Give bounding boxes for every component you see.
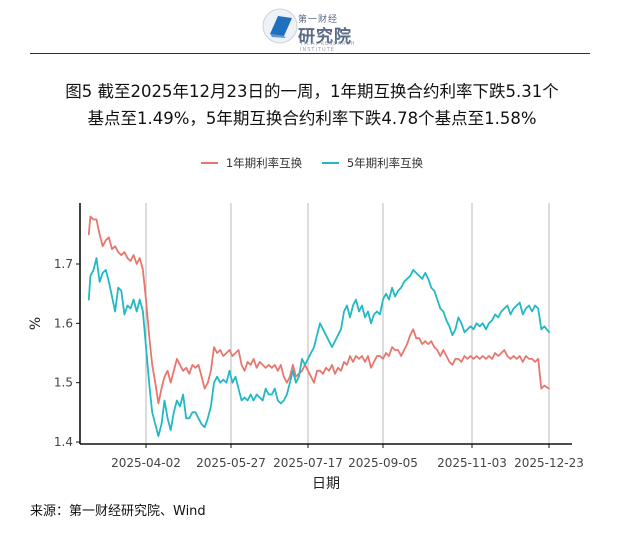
legend-item-1y: 1年期利率互换 [200, 155, 303, 171]
x-tick-label-3: 2025-09-05 [348, 456, 418, 470]
legend-label-1y: 1年期利率互换 [225, 156, 303, 170]
logo-book-icon [262, 8, 298, 44]
chart-title-line2: 基点至1.49%，5年期互换合约利率下跌4.78个基点至1.58% [87, 109, 537, 128]
legend-swatch-1y [200, 162, 218, 164]
legend-label-5y: 5年期利率互换 [346, 156, 424, 170]
header-divider [30, 53, 590, 54]
series-line-1y [87, 215, 550, 405]
x-tick-label-1: 2025-05-27 [196, 456, 266, 470]
logo-text-brand: 第一财经 [298, 15, 339, 25]
x-axis-title: 日期 [312, 476, 340, 492]
legend-swatch-5y [321, 162, 339, 164]
logo: 第一财经 研究院 YICAI RESEARCH INSTITUTE [262, 6, 358, 53]
y-tick-label-2: 1.6 [54, 316, 73, 330]
logo-text-english: YICAI RESEARCH INSTITUTE [300, 41, 356, 53]
chart-title: 图5 截至2025年12月23日的一周，1年期互换合约利率下跌5.31个 基点至… [0, 78, 624, 132]
x-tick-label-5: 2025-12-23 [514, 456, 584, 470]
logo-text-institute: 研究院 [298, 27, 352, 47]
y-tick-label-1: 1.5 [54, 376, 73, 390]
series-line-5y [87, 257, 550, 438]
chart-legend: 1年期利率互换 5年期利率互换 [0, 153, 624, 171]
x-tick-label-4: 2025-11-03 [437, 456, 507, 470]
source-note: 来源：第一财经研究院、Wind [30, 504, 206, 519]
x-tick-label-2: 2025-07-17 [273, 456, 343, 470]
legend-item-5y: 5年期利率互换 [321, 155, 424, 171]
x-tick-label-0: 2025-04-02 [111, 456, 181, 470]
chart-title-line1: 图5 截至2025年12月23日的一周，1年期互换合约利率下跌5.31个 [65, 82, 559, 101]
y-tick-label-3: 1.7 [54, 257, 73, 271]
y-axis-title: % [28, 317, 44, 330]
y-tick-label-0: 1.4 [54, 435, 73, 449]
